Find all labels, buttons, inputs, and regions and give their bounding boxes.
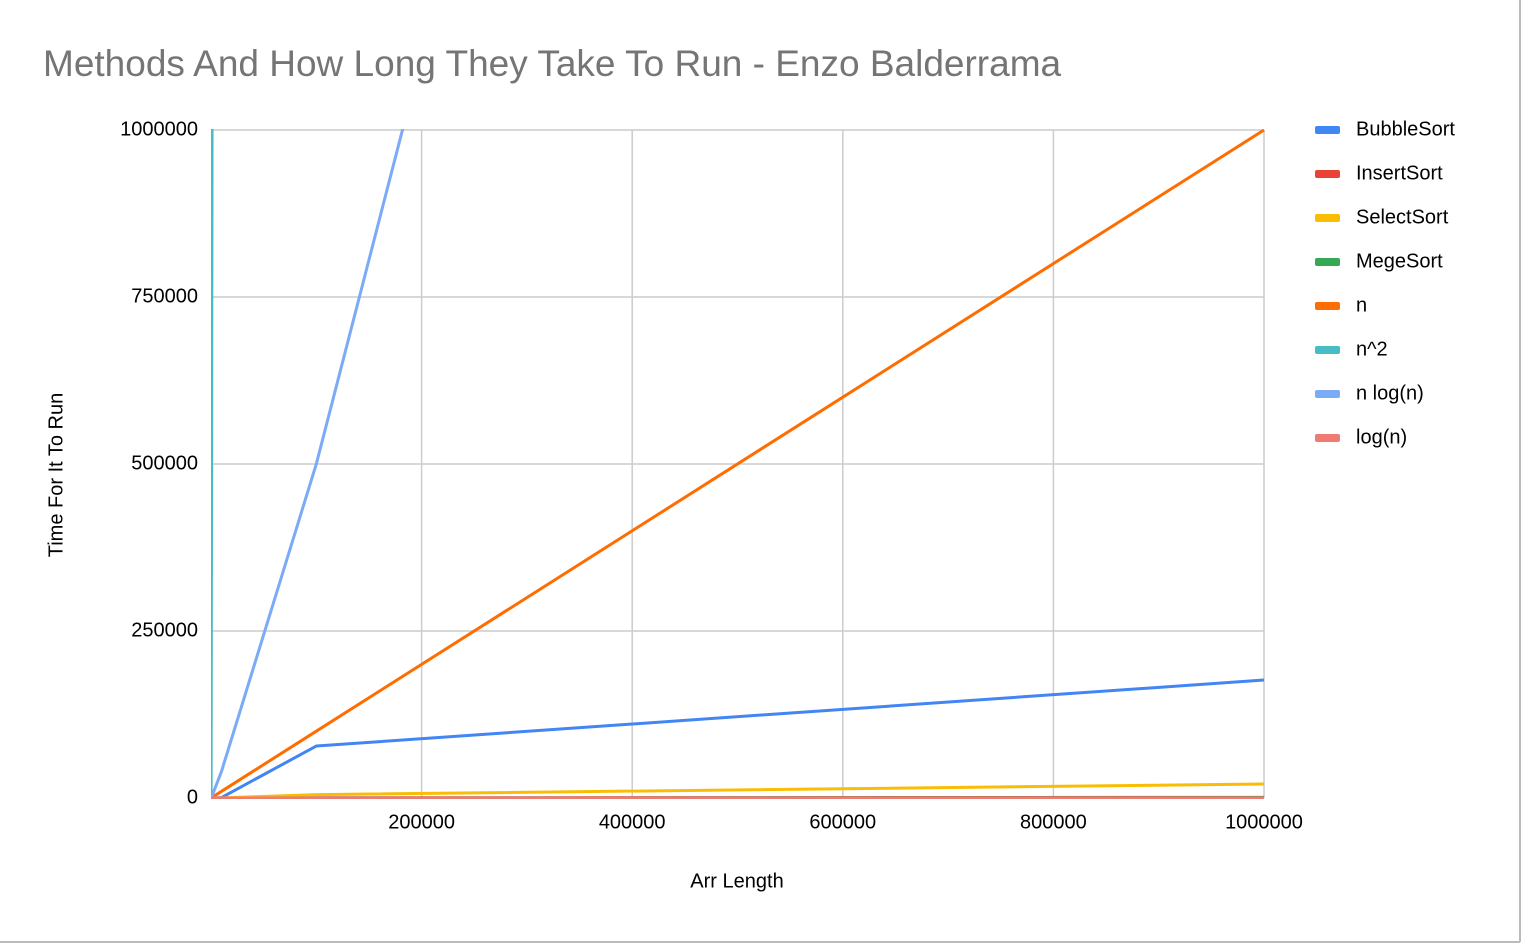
grid: 0 250000 500000 750000 1000000 200000 400000 60… [120, 118, 1303, 833]
y-tick-label: 1000000 [120, 118, 198, 140]
legend-label: n [1356, 294, 1367, 316]
x-tick-label: 200000 [388, 811, 455, 833]
legend-label: SelectSort [1356, 206, 1449, 228]
legend-label: InsertSort [1356, 162, 1443, 184]
legend-label: n log(n) [1356, 382, 1424, 404]
y-tick-label: 750000 [131, 285, 198, 307]
y-tick-label: 250000 [131, 619, 198, 641]
y-tick-label: 0 [187, 786, 198, 808]
series-line [211, 129, 405, 799]
legend-swatch [1315, 126, 1340, 134]
chart-title: Methods And How Long They Take To Run - … [43, 43, 1062, 84]
legend: BubbleSortInsertSortSelectSortMegeSortnn… [1315, 118, 1455, 448]
legend-swatch [1315, 170, 1340, 178]
series-line [211, 782, 1265, 799]
legend-swatch [1315, 434, 1340, 442]
x-axis-label: Arr Length [690, 870, 783, 892]
legend-swatch [1315, 258, 1340, 266]
x-tick-label: 800000 [1020, 811, 1087, 833]
series-line [211, 0, 1264, 832]
legend-swatch [1315, 214, 1340, 222]
legend-swatch [1315, 346, 1340, 354]
legend-label: MegeSort [1356, 250, 1443, 272]
plot [211, 0, 1265, 832]
x-tick-label: 600000 [809, 811, 876, 833]
legend-label: n^2 [1356, 338, 1388, 360]
legend-label: log(n) [1356, 426, 1407, 448]
legend-swatch [1315, 302, 1340, 310]
y-axis-label: Time For It To Run [45, 393, 67, 558]
legend-label: BubbleSort [1356, 118, 1455, 140]
x-tick-label: 1000000 [1225, 811, 1303, 833]
y-tick-label: 500000 [131, 452, 198, 474]
x-tick-label: 400000 [599, 811, 666, 833]
legend-swatch [1315, 390, 1340, 398]
